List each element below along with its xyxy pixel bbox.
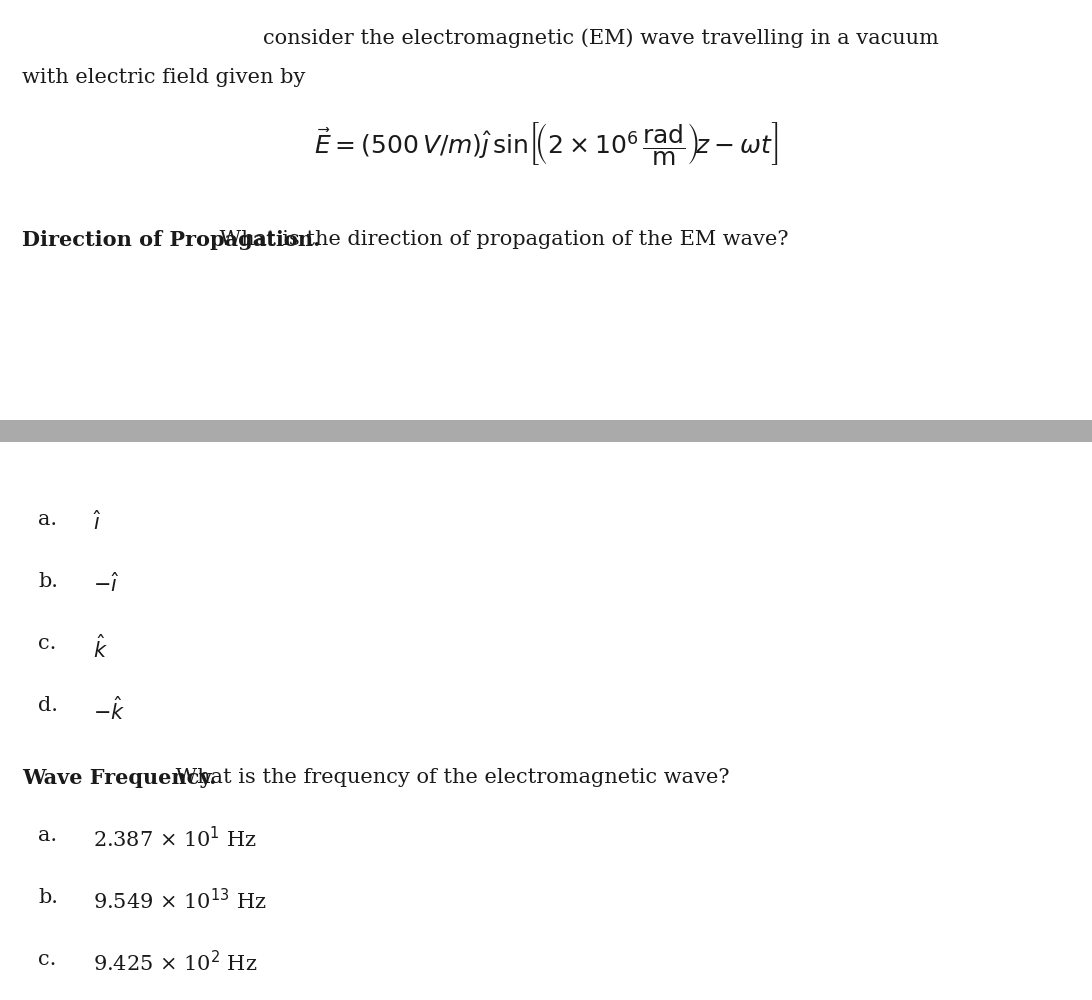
Text: What is the direction of propagation of the EM wave?: What is the direction of propagation of … [213,230,788,249]
Text: a.: a. [38,826,58,845]
Text: $\hat{\imath}$: $\hat{\imath}$ [93,510,102,534]
Text: $-\hat{\imath}$: $-\hat{\imath}$ [93,572,119,596]
Text: $\vec{E} = (500\,V/m)\hat{\jmath}\,\sin\!\left[\!\left(2 \times 10^6\,\dfrac{\ma: $\vec{E} = (500\,V/m)\hat{\jmath}\,\sin\… [313,120,779,167]
Text: c.: c. [38,950,57,969]
Text: d.: d. [38,696,58,715]
Bar [0,420,1092,442]
Text: consider the electromagnetic (EM) wave travelling in a vacuum: consider the electromagnetic (EM) wave t… [263,28,938,48]
Text: 2.387 × 10$^{1}$ Hz: 2.387 × 10$^{1}$ Hz [93,826,257,851]
Text: $\hat{k}$: $\hat{k}$ [93,634,108,662]
Text: Wave Frequency.: Wave Frequency. [22,768,216,788]
Text: b.: b. [38,888,58,907]
Text: $-\hat{k}$: $-\hat{k}$ [93,696,126,724]
Text: 9.425 × 10$^{2}$ Hz: 9.425 × 10$^{2}$ Hz [93,950,257,975]
Text: a.: a. [38,510,58,529]
Text: b.: b. [38,572,58,591]
Text: What is the frequency of the electromagnetic wave?: What is the frequency of the electromagn… [169,768,729,787]
Text: with electric field given by: with electric field given by [22,68,306,87]
Text: c.: c. [38,634,57,653]
Text: 9.549 × 10$^{13}$ Hz: 9.549 × 10$^{13}$ Hz [93,888,266,913]
Text: Direction of Propagation.: Direction of Propagation. [22,230,320,250]
